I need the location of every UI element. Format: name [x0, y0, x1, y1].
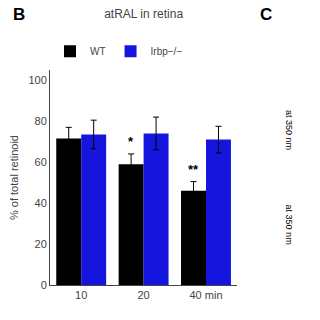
- svg-text:at 350 nm: at 350 nm: [284, 110, 294, 150]
- svg-text:WT: WT: [90, 46, 106, 57]
- svg-text:100: 100: [28, 74, 46, 86]
- svg-text:**: **: [188, 162, 199, 177]
- svg-text:10: 10: [75, 289, 87, 301]
- svg-text:C: C: [260, 5, 272, 24]
- svg-text:0: 0: [41, 279, 47, 291]
- svg-text:B: B: [13, 5, 25, 24]
- svg-text:% of total retinoid: % of total retinoid: [8, 135, 20, 220]
- svg-text:20: 20: [137, 289, 149, 301]
- svg-text:60: 60: [35, 156, 47, 168]
- svg-text:40: 40: [35, 197, 47, 209]
- svg-text:atRAL in retina: atRAL in retina: [104, 7, 183, 21]
- svg-text:Irbp−/−: Irbp−/−: [151, 46, 183, 57]
- svg-text:*: *: [128, 134, 134, 149]
- svg-text:80: 80: [35, 115, 47, 127]
- svg-text:at 350 nm: at 350 nm: [284, 205, 294, 245]
- svg-text:20: 20: [35, 238, 47, 250]
- svg-text:40 min: 40 min: [189, 289, 222, 301]
